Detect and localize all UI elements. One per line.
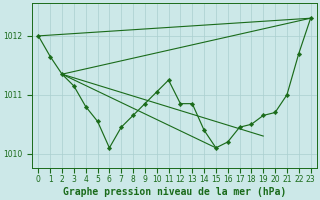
X-axis label: Graphe pression niveau de la mer (hPa): Graphe pression niveau de la mer (hPa)	[63, 186, 286, 197]
